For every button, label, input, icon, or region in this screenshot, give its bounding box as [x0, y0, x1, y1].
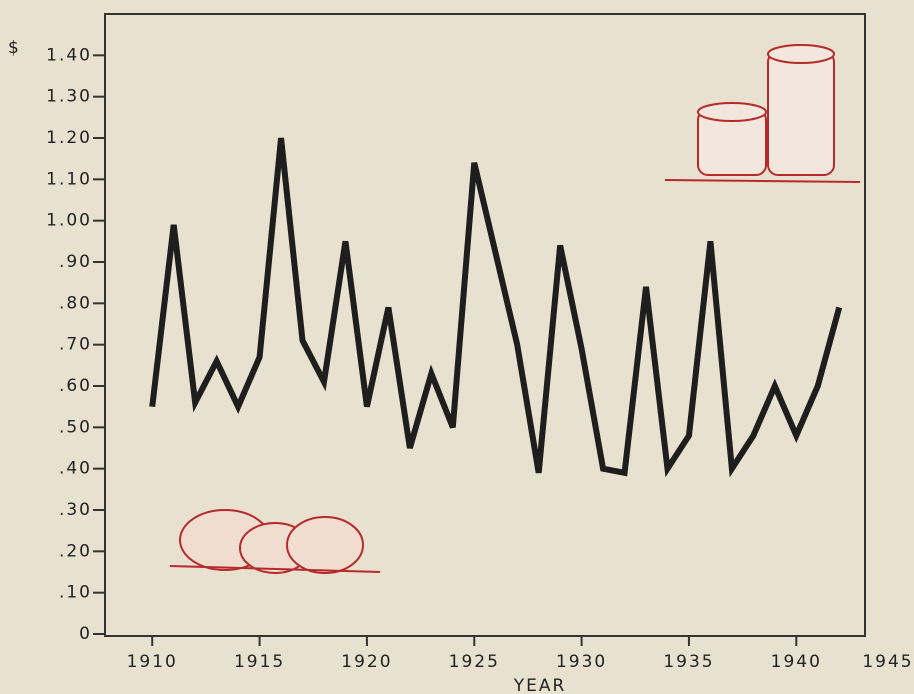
- y-tick-label: 0: [79, 624, 92, 644]
- x-tick-label: 1925: [449, 652, 500, 672]
- data-line: [149, 137, 843, 478]
- x-tick-label: 1930: [556, 652, 607, 672]
- y-tick-label: .60: [59, 376, 92, 396]
- x-tick-label: 1940: [771, 652, 822, 672]
- y-tick-label: .80: [59, 293, 92, 313]
- y-tick-label: .40: [59, 459, 92, 479]
- y-unit-label: $: [8, 38, 21, 58]
- y-tick-label: .50: [59, 417, 92, 437]
- x-tick-label: 1935: [663, 652, 714, 672]
- y-tick-label: .20: [59, 541, 92, 561]
- x-axis-title: YEAR: [513, 676, 567, 694]
- x-tick-label: 1915: [234, 652, 285, 672]
- plot-frame: [104, 13, 866, 637]
- x-tick-label: 1945: [862, 652, 913, 672]
- y-tick-label: .90: [59, 252, 92, 272]
- y-tick-label: 1.30: [46, 87, 92, 107]
- y-tick-label: 1.40: [46, 45, 92, 65]
- y-tick-label: .70: [59, 335, 92, 355]
- x-tick-label: 1920: [341, 652, 392, 672]
- y-tick-label: 1.20: [46, 128, 92, 148]
- y-tick-label: .30: [59, 500, 92, 520]
- potato-illustration: [169, 509, 381, 574]
- x-tick-label: 1910: [127, 652, 178, 672]
- y-tick-label: 1.00: [46, 211, 92, 231]
- y-tick-label: 1.10: [46, 169, 92, 189]
- y-tick-label: .10: [59, 583, 92, 603]
- coin-illustration: [664, 44, 861, 183]
